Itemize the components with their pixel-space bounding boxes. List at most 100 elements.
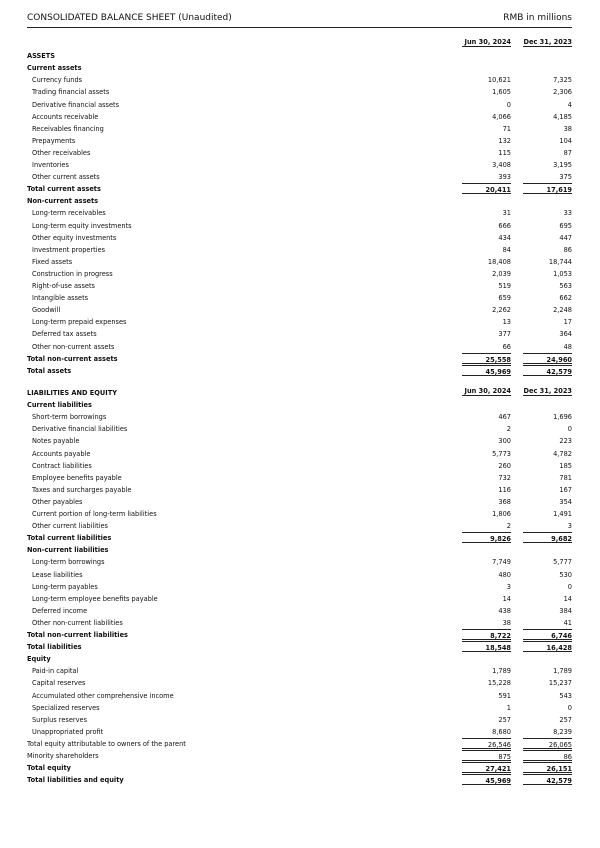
row-label: Other receivables [32, 148, 91, 157]
value-jun-2024: 26,546 [462, 737, 511, 749]
table-row: Receivables financing 71 38 [27, 123, 572, 135]
table-row: Other receivables 115 87 [27, 147, 572, 159]
title-rule [27, 27, 572, 28]
value-jun-2024: 4,066 [492, 112, 511, 121]
value-dec-2023: 1,053 [553, 269, 572, 278]
row-label: Specialized reserves [32, 703, 100, 712]
row-label: Non-current liabilities [27, 546, 109, 555]
value-dec-2023: 354 [559, 497, 572, 506]
row-label: Total non-current liabilities [27, 631, 128, 639]
value-jun-2024: 659 [498, 294, 511, 303]
row-label: LIABILITIES AND EQUITY [27, 389, 117, 397]
table-row: Accounts receivable 4,066 4,185 [27, 111, 572, 123]
section-row: Non-current assets [27, 195, 572, 207]
row-label: Unappropriated profit [32, 727, 104, 736]
row-label: Goodwill [32, 306, 61, 315]
value-dec-2023: 24,960 [523, 352, 572, 364]
column-header-row: Jun 30, 2024 Dec 31, 2023 [27, 38, 572, 50]
table-row: Long-term employee benefits payable 14 14 [27, 593, 572, 605]
value-jun-2024: 434 [498, 233, 511, 242]
document-title: CONSOLIDATED BALANCE SHEET (Unaudited) [27, 13, 232, 23]
value-dec-2023: 4,782 [553, 449, 572, 458]
value-jun-2024: 732 [498, 473, 511, 482]
table-row: Inventories 3,408 3,195 [27, 159, 572, 171]
row-label: Taxes and surcharges payable [32, 485, 132, 494]
row-label: Equity [27, 655, 51, 664]
value-jun-2024: 2,039 [492, 269, 511, 278]
table-row: Trading financial assets 1,605 2,306 [27, 86, 572, 98]
total-row: Total assets 45,969 42,579 [27, 364, 572, 377]
table-row: Intangible assets 659 662 [27, 292, 572, 304]
row-label: Lease liabilities [32, 570, 83, 579]
value-dec-2023: 257 [559, 715, 572, 724]
table-row: Specialized reserves 1 0 [27, 702, 572, 714]
value-jun-2024: 9,826 [462, 532, 511, 544]
value-jun-2024: 5,773 [492, 449, 511, 458]
subtotal-row: Total equity attributable to owners of t… [27, 737, 572, 750]
row-label: Other non-current liabilities [32, 618, 123, 627]
row-label: Long-term payables [32, 582, 98, 591]
table-row: Lease liabilities 480 530 [27, 569, 572, 581]
column-header: Dec 31, 2023 [523, 387, 572, 396]
value-dec-2023: 223 [559, 437, 572, 446]
row-label: Minority shareholders [27, 752, 99, 760]
value-dec-2023: 2,248 [553, 306, 572, 315]
table-row: Long-term payables 3 0 [27, 581, 572, 593]
row-label: Total equity [27, 764, 71, 773]
value-jun-2024: 666 [498, 221, 511, 230]
value-jun-2024: 368 [498, 497, 511, 506]
value-dec-2023: 543 [559, 691, 572, 700]
table-row: Derivative financial liabilities 2 0 [27, 423, 572, 435]
value-jun-2024: 3,408 [492, 161, 511, 169]
value-jun-2024: 27,421 [462, 762, 511, 774]
value-jun-2024: 438 [498, 606, 511, 615]
value-dec-2023: 1,491 [553, 510, 572, 518]
table-row: Accounts payable 5,773 4,782 [27, 448, 572, 460]
row-label: Total current liabilities [27, 534, 112, 543]
row-label: Trading financial assets [32, 88, 110, 97]
value-dec-2023: 14 [563, 594, 572, 603]
value-dec-2023: 41 [563, 618, 572, 627]
row-label: Construction in progress [32, 269, 113, 278]
value-jun-2024: 45,969 [462, 364, 511, 376]
value-dec-2023: 447 [559, 233, 572, 242]
row-label: Non-current assets [27, 197, 99, 206]
value-dec-2023: 6,746 [523, 629, 572, 640]
value-jun-2024: 480 [498, 570, 511, 579]
value-jun-2024: 2,262 [492, 306, 511, 315]
row-label: Intangible assets [32, 294, 89, 303]
row-label: Total assets [27, 366, 72, 375]
value-jun-2024: 13 [502, 318, 511, 327]
value-dec-2023: 530 [559, 570, 572, 579]
value-jun-2024: 1,789 [492, 667, 511, 676]
row-label: Currency funds [32, 76, 83, 85]
row-label: Contract liabilities [32, 461, 92, 470]
row-label: Short-term borrowings [32, 413, 107, 422]
value-dec-2023: 384 [559, 606, 572, 615]
row-label: Deferred income [32, 606, 88, 615]
value-jun-2024: 1,605 [492, 88, 511, 97]
table-row: Deferred tax assets 377 364 [27, 328, 572, 340]
value-dec-2023: 3 [567, 522, 572, 531]
subtotal-row: Minority shareholders 875 86 [27, 750, 572, 762]
value-jun-2024: 300 [498, 437, 511, 446]
row-label: ASSETS [27, 52, 56, 61]
value-dec-2023: 42,579 [523, 774, 572, 786]
table-row: Other non-current liabilities 38 41 [27, 617, 572, 629]
total-row: Total equity 27,421 26,151 [27, 762, 572, 774]
value-dec-2023: 87 [563, 148, 572, 157]
value-dec-2023: 2,306 [553, 88, 572, 97]
value-jun-2024: 591 [498, 691, 511, 700]
column-header: Jun 30, 2024 [462, 385, 511, 396]
row-label: Surplus reserves [32, 715, 88, 724]
value-dec-2023: 16,428 [523, 641, 572, 653]
value-dec-2023: 17 [563, 318, 572, 327]
total-row: Total liabilities 18,548 16,428 [27, 641, 572, 653]
table-row: Deferred income 438 384 [27, 605, 572, 617]
value-jun-2024: 38 [502, 618, 511, 627]
row-label: Total equity attributable to owners of t… [27, 739, 186, 748]
section-row: Non-current liabilities [27, 544, 572, 556]
table-row: Employee benefits payable 732 781 [27, 472, 572, 484]
value-dec-2023: 9,682 [523, 532, 572, 544]
table-row: Paid-in capital 1,789 1,789 [27, 665, 572, 677]
